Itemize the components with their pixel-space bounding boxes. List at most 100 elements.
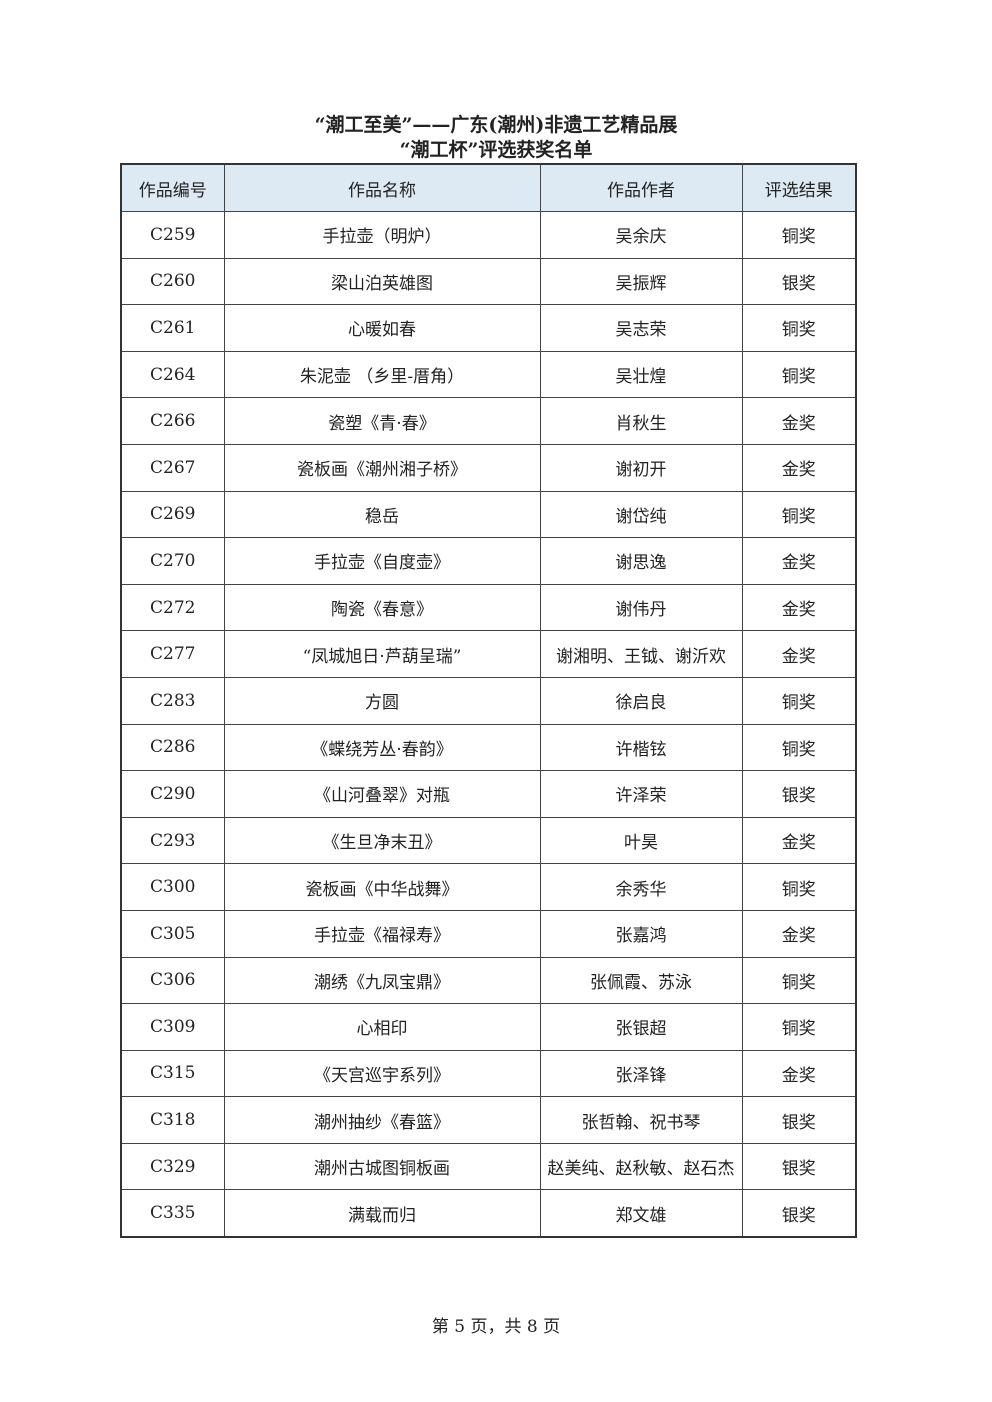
table-row: C283 方圆 徐启良 铜奖 [120,676,857,725]
work-author: 叶昊 [539,816,743,865]
work-author: 徐启良 [539,676,743,725]
work-name: 手拉壶（明炉） [223,211,541,259]
table-row: C269 稳岳 谢岱纯 铜奖 [120,490,857,539]
work-author: 张泽锋 [539,1049,743,1098]
award-result: 铜奖 [741,490,857,539]
document-title: “潮工至美”——广东(潮州)非遗工艺精品展 [314,114,678,136]
work-id: C286 [120,723,225,772]
work-id: C260 [120,257,225,306]
work-author: 谢湘明、王钺、谢沂欢 [539,630,743,678]
document-subtitle: “潮工杯”评选获奖名单 [399,139,593,161]
work-author: 张嘉鸿 [539,909,743,958]
work-name: 《山河叠翠》对瓶 [223,770,541,818]
table-row: C260 梁山泊英雄图 吴振辉 银奖 [120,257,857,306]
table-row: C259 手拉壶（明炉） 吴余庆 铜奖 [120,211,857,259]
work-id: C329 [120,1142,225,1191]
work-id: C335 [120,1189,225,1238]
work-name: 心暖如春 [223,304,541,352]
work-id: C290 [120,770,225,818]
table-header-row: 作品编号 作品名称 作品作者 评选结果 [120,163,857,212]
work-id: C309 [120,1003,225,1051]
award-result: 铜奖 [741,1003,857,1051]
work-id: C306 [120,956,225,1005]
work-name: 潮州古城图铜板画 [223,1142,541,1191]
work-author: 许楷铉 [539,723,743,772]
table-row: C315 《天宫巡宇系列》 张泽锋 金奖 [120,1049,857,1098]
work-id: C305 [120,909,225,958]
award-result: 银奖 [741,1142,857,1191]
table-row: C261 心暖如春 吴志荣 铜奖 [120,304,857,352]
table-row: C309 心相印 张银超 铜奖 [120,1003,857,1051]
column-header-author: 作品作者 [539,163,743,212]
award-result: 金奖 [741,443,857,492]
award-table: 作品编号 作品名称 作品作者 评选结果 C259 手拉壶（明炉） 吴余庆 铜奖 C260… [120,163,857,1239]
table-row: C286 《蝶绕芳丛·春韵》 许楷铉 铜奖 [120,723,857,772]
work-id: C269 [120,490,225,539]
work-name: 方圆 [223,676,541,725]
award-result: 铜奖 [741,676,857,725]
table-row: C300 瓷板画《中华战舞》 余秀华 铜奖 [120,863,857,911]
award-result: 金奖 [741,1049,857,1098]
work-name: 《蝶绕芳丛·春韵》 [223,723,541,772]
work-author: 许泽荣 [539,770,743,818]
column-header-name: 作品名称 [223,163,541,212]
work-author: 张哲翰、祝书琴 [539,1096,743,1144]
work-id: C259 [120,211,225,259]
award-result: 金奖 [741,397,857,445]
table-row: C264 朱泥壶 （乡里-厝角） 吴壮煌 铜奖 [120,350,857,399]
work-author: 吴壮煌 [539,350,743,399]
work-name: 朱泥壶 （乡里-厝角） [223,350,541,399]
work-author: 郑文雄 [539,1189,743,1238]
work-id: C266 [120,397,225,445]
work-id: C318 [120,1096,225,1144]
table-row: C305 手拉壶《福禄寿》 张嘉鸿 金奖 [120,909,857,958]
award-result: 铜奖 [741,211,857,259]
award-result: 银奖 [741,770,857,818]
work-id: C283 [120,676,225,725]
award-result: 银奖 [741,1096,857,1144]
work-author: 余秀华 [539,863,743,911]
table-row: C266 瓷塑《青·春》 肖秋生 金奖 [120,397,857,445]
work-author: 谢思逸 [539,537,743,585]
work-id: C293 [120,816,225,865]
work-name: 心相印 [223,1003,541,1051]
work-id: C270 [120,537,225,585]
work-author: 张银超 [539,1003,743,1051]
table-row: C277 “凤城旭日·芦葫呈瑞” 谢湘明、王钺、谢沂欢 金奖 [120,630,857,678]
work-id: C261 [120,304,225,352]
work-author: 谢伟丹 [539,583,743,632]
work-name: 潮绣《九凤宝鼎》 [223,956,541,1005]
work-name: 瓷板画《中华战舞》 [223,863,541,911]
award-result: 银奖 [741,257,857,306]
work-name: 满载而归 [223,1189,541,1238]
award-result: 金奖 [741,630,857,678]
work-id: C267 [120,443,225,492]
work-name: 梁山泊英雄图 [223,257,541,306]
award-result: 铜奖 [741,350,857,399]
award-result: 铜奖 [741,304,857,352]
column-header-id: 作品编号 [120,163,225,212]
table-row: C293 《生旦净末丑》 叶昊 金奖 [120,816,857,865]
work-author: 吴志荣 [539,304,743,352]
work-id: C272 [120,583,225,632]
work-author: 谢岱纯 [539,490,743,539]
award-result: 金奖 [741,583,857,632]
table-row: C335 满载而归 郑文雄 银奖 [120,1189,857,1238]
work-name: 《天宫巡宇系列》 [223,1049,541,1098]
award-result: 金奖 [741,816,857,865]
work-name: 手拉壶《自度壶》 [223,537,541,585]
work-name: 瓷塑《青·春》 [223,397,541,445]
table-row: C306 潮绣《九凤宝鼎》 张佩霞、苏泳 铜奖 [120,956,857,1005]
table-row: C272 陶瓷《春意》 谢伟丹 金奖 [120,583,857,632]
work-name: 稳岳 [223,490,541,539]
award-result: 金奖 [741,537,857,585]
table-row: C318 潮州抽纱《春篮》 张哲翰、祝书琴 银奖 [120,1096,857,1144]
column-header-result: 评选结果 [741,163,857,212]
work-author: 吴余庆 [539,211,743,259]
work-name: “凤城旭日·芦葫呈瑞” [223,630,541,678]
work-name: 手拉壶《福禄寿》 [223,909,541,958]
award-result: 金奖 [741,909,857,958]
work-name: 《生旦净末丑》 [223,816,541,865]
work-id: C277 [120,630,225,678]
table-row: C329 潮州古城图铜板画 赵美纯、赵秋敏、赵石杰 银奖 [120,1142,857,1191]
